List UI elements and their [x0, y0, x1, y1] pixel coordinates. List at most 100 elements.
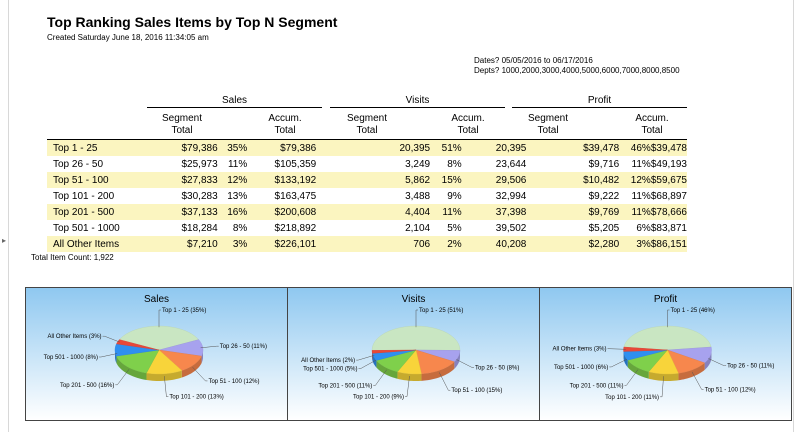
- left-frame-edge: ▸: [0, 0, 9, 432]
- leader-line: [405, 375, 410, 397]
- col-header-profit-segment: Segment Total: [527, 113, 569, 136]
- pie-slice-label: Top 201 - 500 (11%): [570, 383, 624, 389]
- leader-line: [667, 309, 670, 328]
- profit-segment-pct: 11%: [619, 204, 651, 220]
- visits-segment-pct: 11%: [430, 204, 462, 220]
- dates-filter: Dates? 05/05/2016 to 06/17/2016: [474, 56, 593, 65]
- report-title: Top Ranking Sales Items by Top N Segment: [47, 14, 338, 30]
- visits-segment-pct: 9%: [447, 190, 462, 202]
- pie-slice-side: [627, 360, 649, 379]
- table-row: Top 26 - 50 $25,973 11% $105,359 3,249 8…: [47, 156, 687, 172]
- leader-line: [192, 366, 208, 382]
- pie-slice-label: All Other Items (2%): [301, 358, 355, 364]
- sales-segment-total: $37,133: [145, 204, 218, 220]
- leader-line: [200, 345, 219, 349]
- pie-slice-label: Top 51 - 100 (15%): [451, 388, 502, 394]
- sales-segment-pct: 35%: [217, 140, 248, 156]
- profit-segment-total: $5,205: [588, 222, 620, 234]
- scrollbar-track[interactable]: [793, 0, 800, 432]
- visits-pie-chart: Top 1 - 25 (51%) Top 26 - 50 (8%) Top 51 -…: [301, 308, 519, 401]
- pie-slice-side: [421, 361, 455, 381]
- visits-accum-total: 23,644: [495, 158, 527, 170]
- row-label: Top 201 - 500: [47, 204, 146, 220]
- pie-slice-side: [201, 349, 203, 364]
- visits-accum-total: 39,502: [495, 222, 527, 234]
- profit-accum-total: $83,871: [650, 222, 687, 234]
- profit-segment-pct: 12%: [619, 172, 651, 188]
- leader-line: [660, 376, 664, 398]
- row-label: Top 501 - 1000: [53, 222, 120, 234]
- sales-segment-pct: 16%: [217, 204, 248, 220]
- leader-line: [607, 348, 626, 350]
- total-item-count: Total Item Count: 1,922: [31, 253, 114, 262]
- profit-pie-chart: Top 1 - 25 (46%) Top 26 - 50 (11%) Top 51 …: [553, 308, 775, 401]
- visits-segment-total: 20,395: [316, 140, 431, 156]
- row-label: Top 26 - 50: [53, 158, 104, 170]
- profit-accum-total: $59,675: [650, 172, 687, 188]
- pie-slice-side: [181, 356, 202, 378]
- pie-slice-top-201-500: [116, 349, 160, 374]
- leader-line: [358, 359, 377, 369]
- pie-slice-top-1-25: [371, 325, 461, 351]
- profit-segment-total: $10,482: [526, 172, 620, 188]
- profit-chart-title: Profit: [653, 294, 678, 305]
- group-header-profit: Profit: [587, 95, 612, 106]
- group-rule-sales: [147, 107, 322, 108]
- pie-slice-label: Top 51 - 100 (12%): [705, 387, 756, 393]
- group-rule-profit: [512, 107, 687, 108]
- visits-accum-total: 32,994: [495, 190, 527, 202]
- visits-chart-panel: Visits Top 1 - 25 (51%) Top 26 - 50 (8%) T…: [288, 288, 540, 420]
- pie-slice-label: Top 101 - 200 (13%): [169, 395, 223, 401]
- profit-segment-total: $9,769: [526, 204, 620, 220]
- table-row: Top 51 - 100 $27,833 12% $133,192 5,862 …: [47, 172, 687, 188]
- profit-segment-pct: 46%: [619, 140, 651, 156]
- pie-slice-top-26-50: [667, 346, 712, 364]
- visits-accum-total: 37,398: [461, 204, 527, 220]
- visits-segment-total: 4,404: [316, 204, 431, 220]
- pie-slice-top-26-50: [415, 349, 461, 363]
- group-header-visits: Visits: [405, 95, 430, 106]
- visits-accum-total: 20,395: [461, 140, 527, 156]
- leader-line: [99, 353, 118, 358]
- leader-line: [102, 335, 120, 343]
- sales-accum-total: $133,192: [247, 172, 317, 188]
- pie-slice-label: Top 26 - 50 (8%): [475, 365, 519, 371]
- header-rule: [47, 139, 687, 140]
- leader-line: [609, 358, 628, 368]
- sales-segment-pct: 3%: [217, 236, 248, 252]
- profit-accum-total: $39,478: [650, 140, 687, 156]
- pie-slice-side: [115, 349, 117, 364]
- visits-accum-total: 40,208: [461, 236, 527, 252]
- visits-segment-pct: 51%: [430, 140, 462, 156]
- charts-container: Sales Top 1 - 25 (35%) Top 26 - 50 (11%) T…: [25, 287, 792, 421]
- sales-accum-total: $163,475: [274, 190, 317, 202]
- profit-accum-total: $49,193: [650, 158, 687, 170]
- pie-slice-top-51-100: [667, 349, 706, 374]
- row-label: All Other Items: [47, 236, 146, 252]
- segment-table: Top 1 - 25 $79,386 35% $79,386 20,395 51…: [47, 140, 687, 252]
- pie-slice-label: All Other Items (3%): [48, 334, 102, 340]
- group-rule-visits: [330, 107, 505, 108]
- profit-segment-pct: 3%: [619, 236, 651, 252]
- pie-slice-top-101-200: [146, 349, 183, 375]
- table-row: Top 201 - 500 $37,133 16% $200,608 4,404…: [47, 204, 687, 220]
- visits-segment-pct: 8%: [447, 158, 462, 170]
- splitter-arrow-icon[interactable]: ▸: [2, 236, 7, 245]
- sales-segment-total: $7,210: [145, 236, 218, 252]
- pie-slice-top-101-200: [397, 349, 422, 375]
- col-header-profit-accum: Accum. Total: [635, 113, 669, 136]
- pie-slice-all-other: [116, 339, 160, 351]
- sales-pie-chart: Top 1 - 25 (35%) Top 26 - 50 (11%) Top 51 …: [44, 308, 267, 401]
- row-label: Top 1 - 25: [47, 140, 146, 156]
- pie-slice-label: Top 1 - 25 (46%): [671, 308, 715, 314]
- pie-slice-side: [454, 350, 460, 369]
- leader-line: [708, 358, 727, 366]
- profit-segment-total: $9,222: [588, 190, 620, 202]
- pie-slice-label: Top 501 - 1000 (8%): [44, 355, 98, 361]
- visits-segment-total: 2,104: [405, 222, 431, 234]
- sales-segment-pct: 13%: [227, 190, 248, 202]
- profit-segment-pct: 11%: [631, 190, 651, 202]
- sales-segment-total: $27,833: [145, 172, 218, 188]
- pie-slice-label: Top 1 - 25 (35%): [162, 308, 206, 314]
- leader-line: [164, 376, 169, 397]
